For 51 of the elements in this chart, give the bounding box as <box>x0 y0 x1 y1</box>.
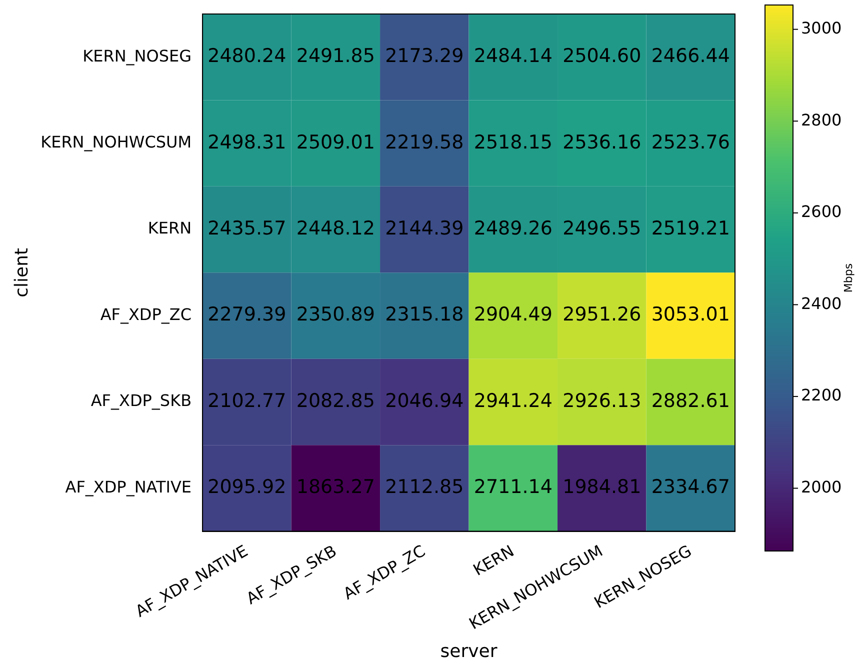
data-label: 2489.26 <box>474 217 552 240</box>
data-label: 2504.60 <box>562 45 642 68</box>
data-label: 1863.27 <box>296 476 375 498</box>
data-label: 2173.29 <box>385 45 464 68</box>
data-label: 2941.24 <box>474 390 552 412</box>
data-label: 2484.14 <box>474 45 552 68</box>
color-bar-label: 2200 <box>801 386 842 405</box>
y-tick-label: KERN_NOSEG <box>82 46 192 66</box>
data-label: 2448.12 <box>296 217 375 240</box>
data-label: 2480.24 <box>208 45 286 68</box>
data-label: 2095.92 <box>208 476 286 498</box>
color-bar-label: 2000 <box>801 477 842 496</box>
y-tick-label: AF_XDP_ZC <box>100 304 192 324</box>
y-tick-label: AF_XDP_SKB <box>90 391 192 410</box>
x-axis-title: server <box>440 640 498 662</box>
data-label: 2334.67 <box>651 476 730 498</box>
data-label: 2498.31 <box>208 131 286 154</box>
data-label: 2904.49 <box>474 304 552 326</box>
data-label: 1984.81 <box>562 476 642 498</box>
data-label: 2882.61 <box>651 390 730 412</box>
color-bar-label: 2800 <box>801 110 842 130</box>
data-label: 2315.18 <box>385 304 464 326</box>
data-label: 2536.16 <box>562 131 642 154</box>
data-label: 2435.57 <box>208 217 286 240</box>
data-label: 2279.39 <box>208 304 286 326</box>
data-label: 2082.85 <box>296 390 375 412</box>
data-label: 2491.85 <box>296 45 375 68</box>
data-label: 2466.44 <box>651 45 730 68</box>
data-label: 2711.14 <box>474 476 552 498</box>
data-label: 2046.94 <box>385 390 464 412</box>
data-label: 2112.85 <box>385 476 464 498</box>
color-bar-label: 2600 <box>801 202 842 222</box>
data-label: 3053.01 <box>651 304 730 326</box>
color-bar-title: Mbps <box>842 263 855 293</box>
data-label: 2496.55 <box>562 217 642 240</box>
data-label: 2951.26 <box>562 304 642 326</box>
y-tick-label: KERN <box>148 218 192 238</box>
data-label: 2509.01 <box>296 131 375 154</box>
y-tick-label: AF_XDP_NATIVE <box>65 477 192 496</box>
y-tick-label: KERN_NOHWCSUM <box>40 132 192 152</box>
data-label: 2219.58 <box>385 131 464 154</box>
color-bar-label: 2400 <box>801 294 842 313</box>
data-label: 2519.21 <box>651 217 730 240</box>
data-label: 2518.15 <box>474 131 552 154</box>
data-label: 2523.76 <box>651 131 730 154</box>
y-axis-title: client <box>11 248 32 298</box>
data-label: 2926.13 <box>562 390 642 412</box>
data-label: 2144.39 <box>385 217 464 240</box>
data-label: 2102.77 <box>208 390 286 412</box>
color-bar-label: 3000 <box>801 18 842 38</box>
data-label: 2350.89 <box>296 304 375 326</box>
